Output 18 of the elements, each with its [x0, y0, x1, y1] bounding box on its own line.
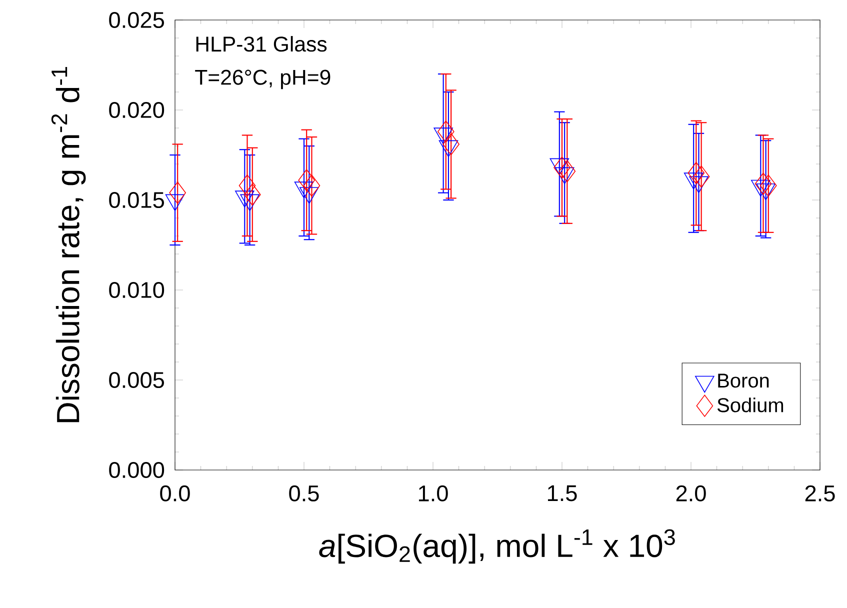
legend-label: Boron [718, 374, 769, 388]
annotation: T=26°C, pH=9 [195, 70, 330, 90]
x-axis-title: a[SiO$_{2}$(aq)], mol L$^{-1}$ x 10$^{3}$ [319, 529, 675, 564]
y-tick-label: 0.025 [109, 12, 164, 28]
y-tick-label: 0.020 [109, 102, 164, 118]
x-tick-label: 2.0 [676, 485, 706, 502]
x-tick-label: 0.5 [289, 485, 319, 502]
x-tick-label: 1.0 [418, 485, 448, 502]
y-axis-title: Dissolution rate, g m$^{-2}$ d$^{-1}$ [51, 67, 86, 422]
x-tick-label: 1.5 [548, 485, 577, 502]
legend-label: Sodium [717, 398, 784, 412]
y-tick-label: 0.015 [109, 192, 164, 208]
y-tick-label: 0.000 [109, 462, 164, 478]
x-tick-label: 0.0 [160, 485, 190, 502]
annotation: HLP-31 Glass [196, 36, 327, 52]
y-tick-label: 0.005 [109, 372, 164, 388]
y-tick-label: 0.010 [109, 282, 164, 298]
x-tick-label: 2.5 [805, 485, 835, 502]
